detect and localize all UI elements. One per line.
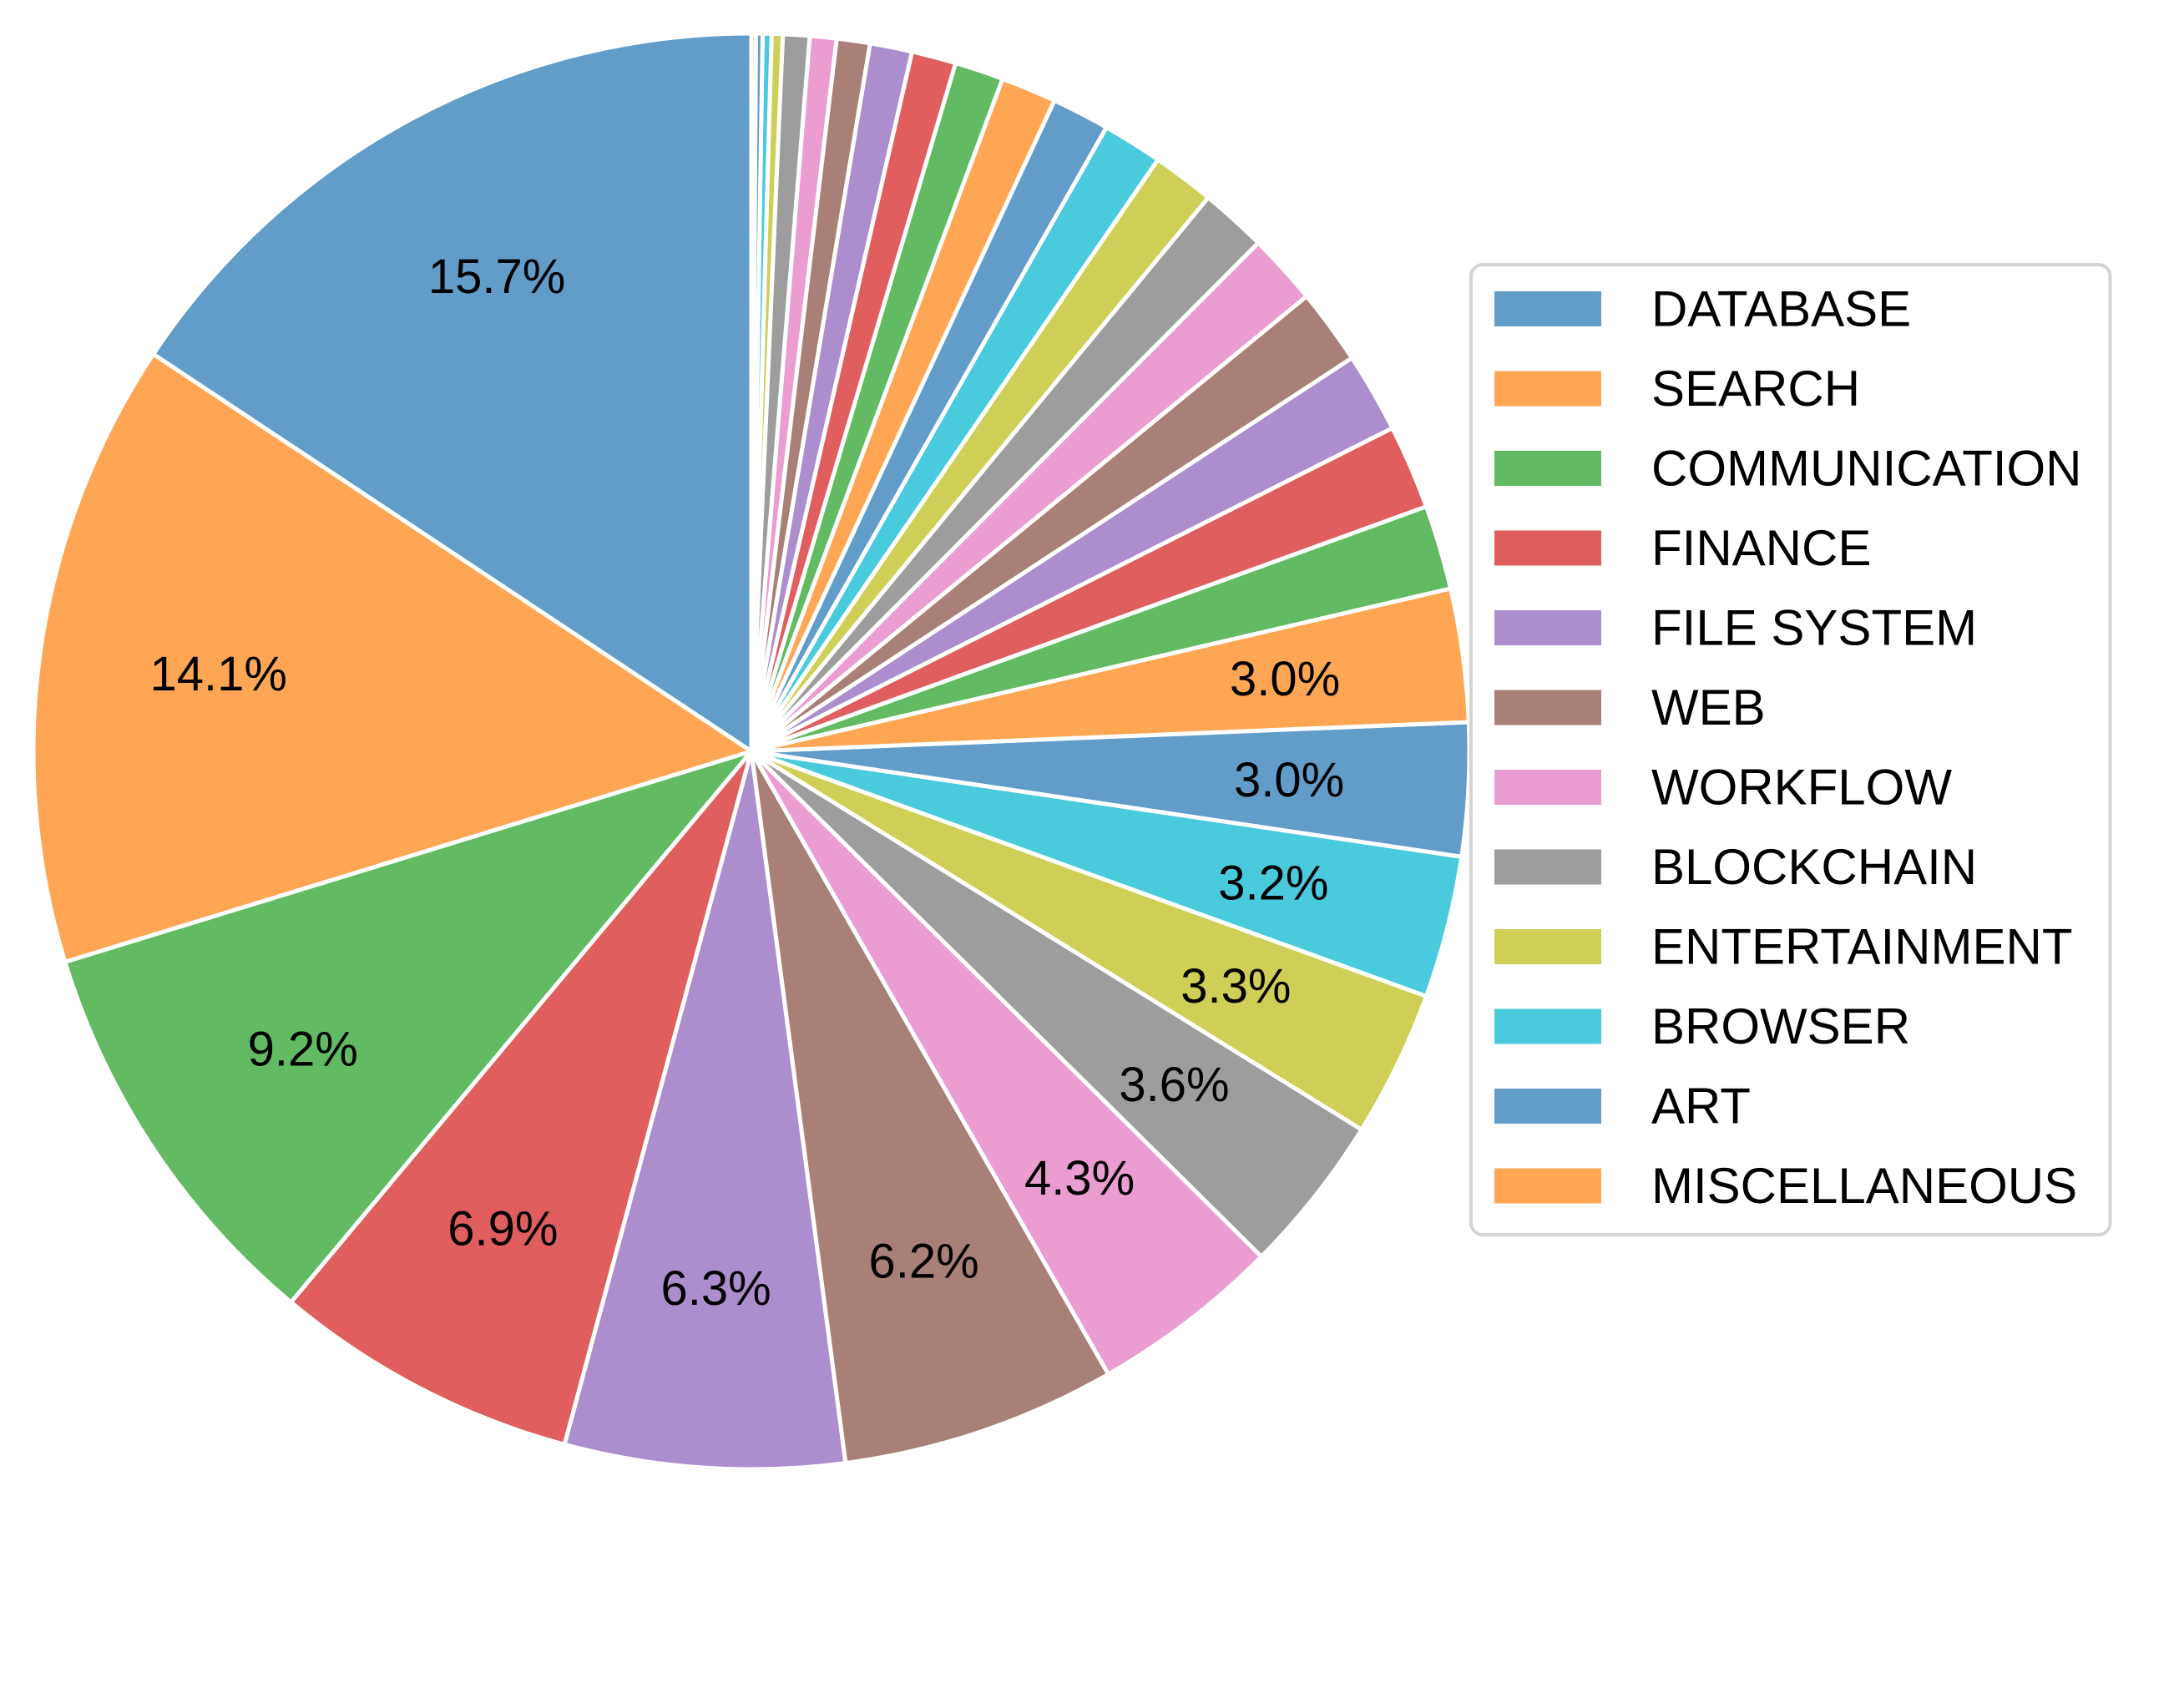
pie-slice-database	[151, 31, 754, 754]
legend-items: DATABASE SEARCH COMMUNICATION FINANCE FILE S…	[1494, 281, 2082, 1214]
legend-label-communication: COMMUNICATION	[1651, 441, 2082, 497]
legend-swatch-art	[1494, 1089, 1601, 1124]
legend-label-search: SEARCH	[1651, 361, 1860, 417]
legend-swatch-database	[1494, 291, 1601, 326]
pct-label-web: 6.2%	[869, 1235, 979, 1289]
pct-label-file-system: 6.3%	[660, 1261, 771, 1316]
legend-label-finance: FINANCE	[1651, 520, 1871, 576]
pct-label-blockchain: 3.6%	[1119, 1058, 1229, 1112]
legend-label-art: ART	[1651, 1079, 1751, 1135]
pct-label-browser: 3.2%	[1218, 857, 1328, 911]
legend-swatch-finance	[1494, 530, 1601, 566]
legend-swatch-web	[1494, 690, 1601, 725]
legend-label-browser: BROWSER	[1651, 998, 1910, 1054]
pie-slices	[31, 31, 1472, 1472]
pct-label-workflow: 4.3%	[1024, 1151, 1135, 1205]
legend-swatch-blockchain	[1494, 849, 1601, 885]
legend-swatch-search	[1494, 371, 1601, 407]
pct-label-finance: 6.9%	[447, 1202, 558, 1256]
legend-label-database: DATABASE	[1651, 281, 1911, 337]
legend-swatch-file-system	[1494, 610, 1601, 645]
legend-swatch-entertainment	[1494, 929, 1601, 964]
pct-label-search: 14.1%	[149, 647, 286, 701]
legend-swatch-browser	[1494, 1008, 1601, 1044]
pie-slice-workflow	[749, 749, 1264, 1377]
legend-label-web: WEB	[1651, 680, 1766, 735]
legend-label-file-system: FILE SYSTEM	[1651, 600, 1977, 656]
legend-swatch-miscellaneous	[1494, 1168, 1601, 1204]
pct-label-entertainment: 3.3%	[1180, 959, 1291, 1013]
legend-swatch-communication	[1494, 451, 1601, 486]
legend-label-entertainment: ENTERTAINMENT	[1651, 919, 2072, 975]
pie-slice-web	[749, 749, 1111, 1466]
pct-label-database: 15.7%	[428, 250, 565, 304]
pie-percent-labels: 15.7% 14.1% 9.2% 6.9% 6.3% 6.2% 4.3% 3.6% 3.3% 3.…	[149, 250, 1344, 1316]
pie-slice-31	[749, 31, 758, 754]
legend-label-blockchain: BLOCKCHAIN	[1651, 839, 1977, 895]
pie-slice-file-system	[562, 749, 848, 1472]
legend-label-workflow: WORKFLOW	[1651, 760, 1952, 816]
legend: DATABASE SEARCH COMMUNICATION FINANCE FILE S…	[1469, 263, 2112, 1236]
pie-slice-communication	[63, 749, 754, 1305]
legend-swatch-workflow	[1494, 770, 1601, 805]
legend-label-miscellaneous: MISCELLANEOUS	[1651, 1158, 2077, 1214]
pie-slice-finance	[289, 749, 754, 1447]
legend-frame	[1469, 263, 2112, 1236]
pie-slice-search	[31, 351, 754, 964]
pct-label-communication: 9.2%	[248, 1022, 358, 1076]
pct-label-art: 3.0%	[1234, 753, 1344, 807]
pct-label-miscellaneous: 3.0%	[1230, 652, 1340, 706]
